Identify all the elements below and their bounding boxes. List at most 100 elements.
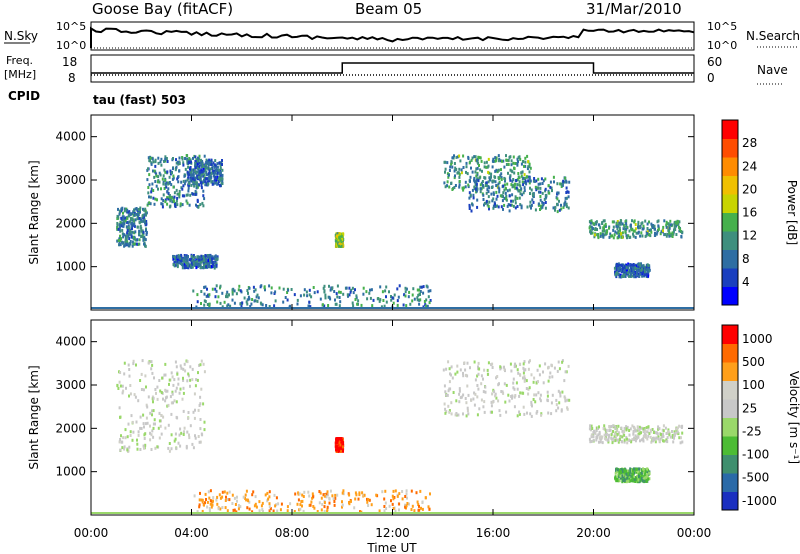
echo-cell [170,371,173,375]
echo-cell [339,290,342,294]
echo-cell [208,509,211,513]
echo-cell [121,222,124,226]
echo-cell [548,375,551,379]
echo-cell [195,378,198,382]
echo-cell [316,290,319,294]
echo-cell [669,435,672,439]
echo-cell [469,366,471,370]
echo-cell [476,374,479,378]
echo-cell [221,177,224,181]
echo-cell [194,159,197,163]
echo-cell [206,173,208,177]
echo-cell [147,186,150,189]
echo-cell [188,157,191,160]
echo-cell [508,209,511,213]
echo-cell [186,430,189,434]
echo-cell [534,208,537,212]
echo-cell [450,365,453,369]
echo-cell [141,359,144,363]
echo-cell [286,509,289,513]
echo-cell [390,298,393,302]
colorbar-tick-label: 16 [742,206,757,220]
echo-cell [612,236,615,240]
echo-cell [446,161,449,165]
echo-cell [215,167,218,171]
echo-cell [348,293,351,297]
echo-cell [176,192,179,196]
echo-cell [248,507,251,511]
echo-cell [538,364,541,368]
echo-cell [335,302,338,306]
echo-cell [451,376,454,380]
echo-cell [261,508,264,512]
echo-cell [122,436,125,440]
echo-cell [550,401,553,405]
echo-cell [632,469,634,473]
echo-cell [117,387,120,390]
echo-cell [619,474,622,478]
echo-cell [532,179,535,183]
echo-cell [194,155,197,159]
echo-cell [539,399,542,403]
echo-cell [507,163,510,166]
echo-cell [143,242,145,246]
echo-cell [445,410,448,414]
echo-cell [199,170,202,174]
echo-cell [126,435,129,439]
echo-cell [385,295,387,299]
colorbar-segment [722,436,738,455]
echo-cell [139,208,141,212]
echo-cell [197,172,200,176]
echo-cell [202,204,205,208]
echo-cell [247,295,250,299]
echo-cell [484,390,487,394]
echo-cell [561,359,564,363]
echo-cell [450,160,453,164]
echo-cell [465,165,468,169]
echo-cell [648,233,651,237]
noise-left-tick-top: 10^5 [56,20,86,33]
echo-cell [279,508,282,512]
echo-cell [193,392,196,396]
echo-cell [614,439,617,443]
echo-cell [523,375,526,379]
echo-cell [512,386,515,390]
echo-cell [634,429,637,433]
echo-cell [643,434,645,438]
echo-cell [645,268,648,272]
echo-cell [539,198,542,202]
echo-cell [206,265,209,269]
echo-cell [608,433,610,437]
echo-cell [192,173,195,177]
echo-cell [594,233,596,237]
echo-cell [476,171,479,175]
echo-cell [203,197,206,201]
echo-cell [355,296,358,300]
echo-cell [632,479,635,483]
echo-cell [277,502,280,506]
echo-cell [333,500,336,503]
echo-cell [449,165,452,169]
echo-cell [408,502,410,506]
echo-cell [196,181,198,185]
echo-cell [200,165,203,169]
echo-cell [341,500,343,504]
echo-cell [668,234,671,238]
echo-cell [346,293,349,297]
echo-cell [194,260,197,264]
echo-cell [192,254,195,257]
echo-cell [476,187,479,191]
echo-cell [406,502,409,505]
echo-cell [154,197,157,201]
echo-cell [118,440,121,444]
echo-cell [213,165,216,169]
echo-cell [482,193,485,197]
echo-cell [599,440,602,444]
echo-cell [145,220,148,223]
echo-cell [646,222,649,226]
echo-cell [217,295,220,299]
echo-cell [632,269,635,273]
echo-cell [461,186,464,190]
echo-cell [530,373,533,377]
echo-cell [625,227,628,231]
